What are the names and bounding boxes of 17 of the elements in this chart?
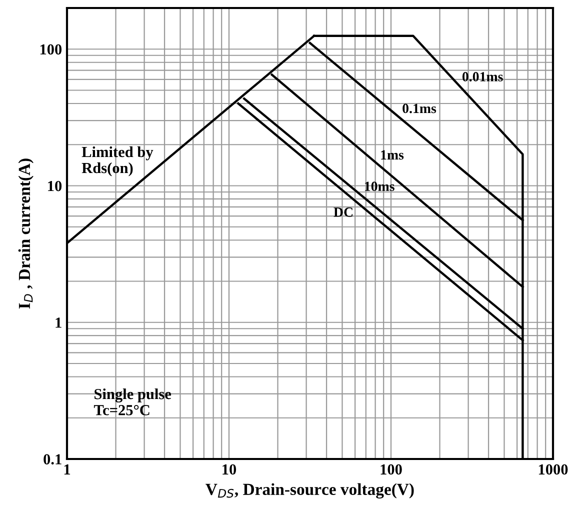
x-tick-label: 1 — [64, 464, 70, 474]
series-label: Limited by Rds(on) — [82, 146, 154, 176]
y-tick-label: 0.1 — [44, 454, 62, 465]
y-tick-label: 1 — [56, 318, 62, 328]
y-tick-label: 10 — [48, 180, 62, 192]
annotation: Single pulse Tc=25°C — [94, 388, 172, 416]
series-label: 0.01ms — [462, 72, 503, 82]
series-label: 1ms — [381, 150, 404, 160]
x-axis-title: V$_{DS}$, Drain-source voltage(V) — [206, 483, 414, 499]
x-tick-label: 10 — [222, 464, 236, 475]
x-tick-label: 100 — [380, 464, 402, 475]
series-label: 10ms — [365, 182, 394, 192]
series-label: 0.1ms — [402, 104, 436, 114]
series-label: DC — [334, 208, 352, 217]
x-tick-label: 1000 — [538, 464, 568, 475]
y-tick-label: 100 — [40, 44, 62, 55]
y-axis-title: I$_{D}$ , Drain current(A) — [18, 158, 34, 309]
